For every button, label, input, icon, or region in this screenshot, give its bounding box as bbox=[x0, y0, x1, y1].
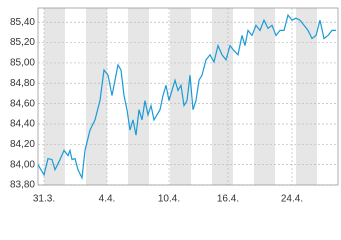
y-tick-label: 84,60 bbox=[10, 98, 35, 109]
y-tick-label: 84,20 bbox=[10, 139, 35, 150]
y-tick-label: 85,20 bbox=[10, 37, 35, 48]
y-tick-label: 84,00 bbox=[10, 159, 35, 170]
x-tick-label: 24.4. bbox=[281, 194, 303, 205]
x-tick-label: 31.3. bbox=[33, 194, 55, 205]
y-tick-label: 84,80 bbox=[10, 78, 35, 89]
y-tick-label: 84,40 bbox=[10, 119, 35, 130]
x-tick-label: 16.4. bbox=[217, 194, 239, 205]
stripe bbox=[170, 8, 191, 185]
stripe bbox=[86, 8, 107, 185]
stripe bbox=[44, 8, 65, 185]
plot-border bbox=[37, 7, 339, 186]
y-tick-label: 85,00 bbox=[10, 58, 35, 69]
stripe bbox=[296, 8, 317, 185]
page: {"chart_data": {"type": "line", "x": [0,… bbox=[9, 7, 339, 205]
y-tick-label: 85,40 bbox=[10, 17, 35, 28]
x-tick-label: 10.4. bbox=[158, 194, 180, 205]
stripe bbox=[212, 8, 233, 185]
stripe bbox=[128, 8, 149, 185]
x-tick-label: 4.4. bbox=[99, 194, 116, 205]
y-tick-label: 83,80 bbox=[10, 180, 35, 191]
background-stripes bbox=[44, 8, 317, 185]
price-line bbox=[37, 13, 336, 180]
chart: 83,80 84,00 84,20 84,40 84,60 84,80 85,00 85,20… bbox=[10, 7, 339, 205]
stripe bbox=[254, 8, 275, 185]
